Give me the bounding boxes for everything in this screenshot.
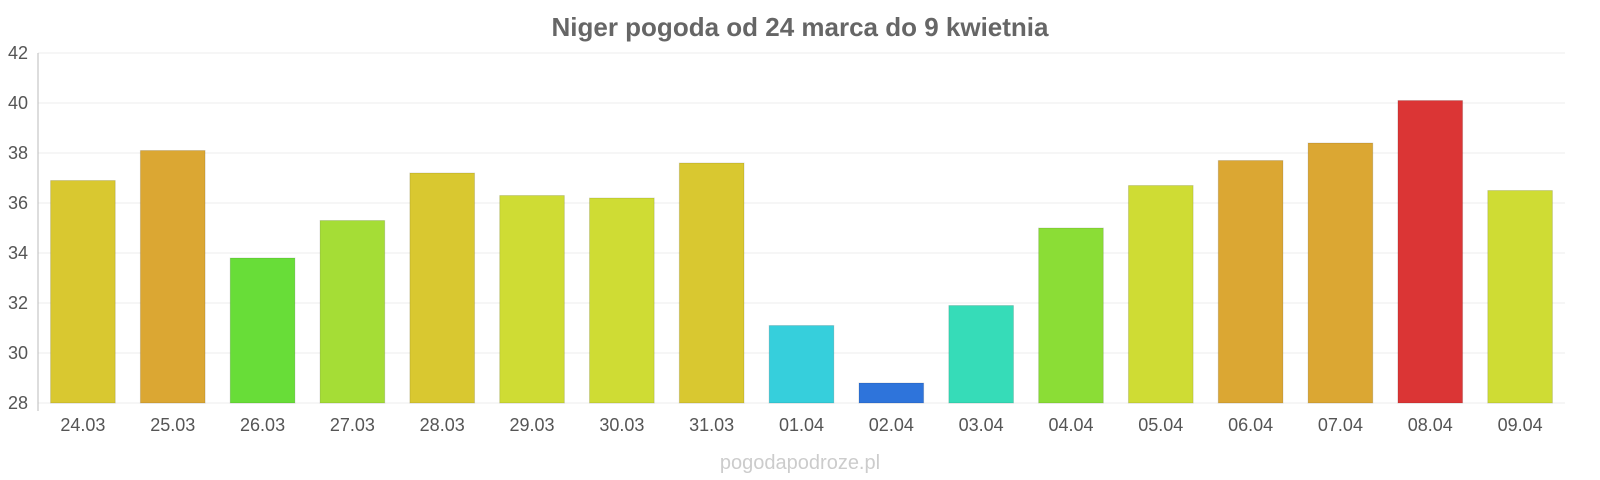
bar — [1487, 190, 1553, 404]
x-tick-label: 06.04 — [1228, 415, 1273, 435]
bar — [409, 172, 476, 404]
x-axis-ticks: 24.03 25.03 26.03 27.03 28.03 29.03 30.03 31.03… — [60, 415, 1542, 435]
y-axis-ticks: 28 30 32 34 36 38 40 42 — [8, 43, 28, 413]
x-tick-label: 05.04 — [1138, 415, 1183, 435]
y-tick-label: 38 — [8, 143, 28, 163]
bar — [1307, 142, 1374, 404]
bar — [678, 162, 745, 404]
bar — [139, 150, 206, 404]
y-tick-label: 28 — [8, 393, 28, 413]
x-tick-label: 28.03 — [420, 415, 465, 435]
bar — [229, 257, 296, 404]
bar — [768, 325, 835, 404]
x-tick-label: 09.04 — [1498, 415, 1543, 435]
bars — [50, 100, 1553, 404]
x-tick-label: 01.04 — [779, 415, 824, 435]
watermark: pogodapodroze.pl — [720, 452, 880, 474]
bar — [1038, 227, 1104, 404]
x-tick-label: 03.04 — [959, 415, 1004, 435]
bar — [50, 180, 116, 404]
x-tick-label: 02.04 — [869, 415, 914, 435]
bar — [589, 197, 655, 404]
x-tick-label: 24.03 — [60, 415, 105, 435]
bar — [858, 382, 925, 404]
bar — [1397, 100, 1464, 404]
x-tick-label: 25.03 — [150, 415, 195, 435]
y-tick-label: 36 — [8, 193, 28, 213]
x-tick-label: 26.03 — [240, 415, 285, 435]
x-tick-label: 29.03 — [510, 415, 555, 435]
y-tick-label: 30 — [8, 343, 28, 363]
y-tick-label: 34 — [8, 243, 28, 263]
y-tick-label: 32 — [8, 293, 28, 313]
y-tick-label: 40 — [8, 93, 28, 113]
x-tick-label: 31.03 — [689, 415, 734, 435]
bar — [319, 220, 386, 404]
bar — [1127, 185, 1194, 404]
chart-title: Niger pogoda od 24 marca do 9 kwietnia — [551, 12, 1049, 42]
y-tick-label: 42 — [8, 43, 28, 63]
x-tick-label: 30.03 — [599, 415, 644, 435]
x-tick-label: 07.04 — [1318, 415, 1363, 435]
bar — [1217, 160, 1284, 404]
bar — [499, 195, 565, 404]
x-tick-label: 04.04 — [1048, 415, 1093, 435]
x-tick-label: 08.04 — [1408, 415, 1453, 435]
x-tick-label: 27.03 — [330, 415, 375, 435]
bar — [948, 305, 1014, 404]
